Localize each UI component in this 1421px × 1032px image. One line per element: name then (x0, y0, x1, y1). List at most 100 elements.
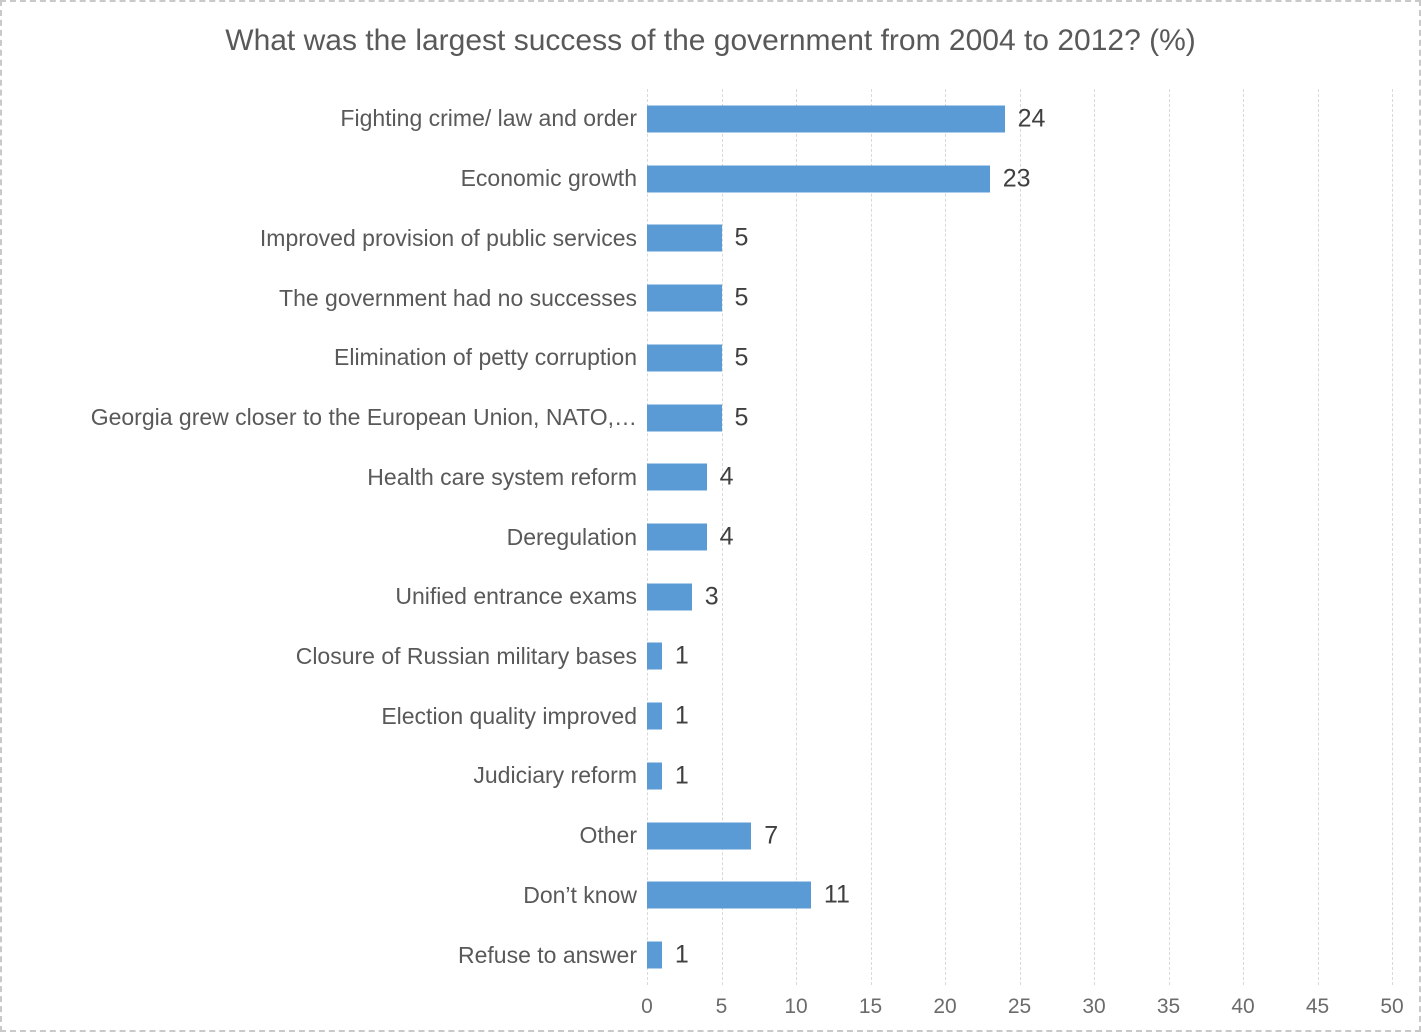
x-axis: 0 5 10 15 20 25 30 35 40 45 50 (641, 985, 1404, 1029)
bar-track: 5 (647, 268, 1392, 328)
chart-title: What was the largest success of the gove… (225, 24, 1196, 57)
category-label: Don’t know (523, 881, 637, 908)
gridline (1317, 89, 1319, 985)
category-label: The government had no successes (279, 284, 637, 311)
value-label: 3 (704, 582, 719, 611)
gridline (796, 89, 797, 985)
bar-row: Deregulation 4 (2, 507, 1392, 567)
bar (647, 284, 722, 312)
bar (647, 881, 811, 909)
value-label: 4 (719, 522, 734, 551)
x-tick-label: 40 (1231, 995, 1255, 1018)
bar (647, 224, 722, 252)
value-label: 24 (1017, 104, 1046, 133)
value-label: 7 (764, 821, 779, 850)
bar (647, 642, 662, 670)
value-label: 4 (719, 462, 734, 491)
bar-track: 7 (647, 806, 1392, 866)
category-label: Fighting crime/ law and order (340, 105, 637, 132)
value-label: 5 (734, 283, 749, 312)
bar-track: 1 (647, 686, 1392, 746)
category-label: Other (579, 822, 637, 849)
category-label: Refuse to answer (458, 941, 637, 968)
bar-row: Georgia grew closer to the European Unio… (2, 388, 1392, 448)
gridline (1019, 89, 1021, 985)
bar (647, 583, 692, 611)
category-label: Georgia grew closer to the European Unio… (90, 404, 637, 431)
bar (647, 344, 722, 372)
bar-row: Improved provision of public services 5 (2, 208, 1392, 268)
bar-track: 24 (647, 89, 1392, 149)
category-label: Improved provision of public services (259, 224, 637, 251)
bar (647, 463, 707, 491)
bar-track: 5 (647, 388, 1392, 448)
bar-track: 3 (647, 567, 1392, 627)
bar-row: Other 7 (2, 806, 1392, 866)
category-label: Judiciary reform (473, 762, 637, 789)
x-tick-label: 5 (715, 995, 728, 1018)
bar (647, 941, 662, 969)
category-label: Economic growth (460, 165, 637, 192)
bar-row: Election quality improved 1 (2, 686, 1392, 746)
bar (647, 105, 1005, 133)
bar (647, 762, 662, 790)
bar-row: Refuse to answer 1 (2, 925, 1392, 985)
category-label: Elimination of petty corruption (334, 344, 637, 371)
bar-row: Fighting crime/ law and order 24 (2, 89, 1392, 149)
x-tick-label: 15 (858, 995, 883, 1018)
category-label: Unified entrance exams (395, 583, 637, 610)
x-tick-label: 10 (784, 995, 808, 1018)
bar-row: Don’t know 11 (2, 866, 1392, 926)
gridline (1392, 89, 1393, 985)
bar-track: 1 (647, 627, 1392, 687)
bar (647, 404, 722, 432)
bar-track: 5 (647, 328, 1392, 388)
gridline (1094, 89, 1095, 985)
gridline (945, 89, 946, 985)
bar-rows: Fighting crime/ law and order 24 Economic … (2, 89, 1392, 985)
value-label: 1 (674, 641, 689, 670)
x-tick-label: 20 (933, 995, 957, 1018)
bar-track: 23 (647, 149, 1392, 209)
gridline (1168, 89, 1170, 985)
x-tick-label: 25 (1007, 995, 1032, 1018)
bar (647, 702, 662, 730)
x-tick-label: 0 (641, 995, 653, 1018)
gridline (1243, 89, 1244, 985)
bar-track: 1 (647, 925, 1392, 985)
gridline (870, 89, 872, 985)
bar-row: The government had no successes 5 (2, 268, 1392, 328)
bar-row: Unified entrance exams 3 (2, 567, 1392, 627)
category-label: Election quality improved (381, 702, 637, 729)
bar-track: 4 (647, 507, 1392, 567)
value-label: 5 (734, 403, 749, 432)
bar-track: 5 (647, 208, 1392, 268)
bar-row: Judiciary reform 1 (2, 746, 1392, 806)
value-label: 5 (734, 223, 749, 252)
category-label: Closure of Russian military bases (295, 642, 637, 669)
value-label: 1 (674, 701, 689, 730)
bar-row: Health care system reform 4 (2, 447, 1392, 507)
gridline (721, 89, 723, 985)
category-label: Health care system reform (367, 463, 637, 490)
value-label: 5 (734, 343, 749, 372)
x-tick-label: 45 (1305, 995, 1330, 1018)
bar (647, 523, 707, 551)
value-label: 1 (674, 940, 689, 969)
bar-row: Elimination of petty corruption 5 (2, 328, 1392, 388)
bar-row: Closure of Russian military bases 1 (2, 627, 1392, 687)
value-label: 1 (674, 761, 689, 790)
bar (647, 165, 990, 193)
bar-track: 11 (647, 866, 1392, 926)
bar-track: 1 (647, 746, 1392, 806)
bar-row: Economic growth 23 (2, 149, 1392, 209)
x-tick-label: 35 (1156, 995, 1181, 1018)
x-tick-label: 50 (1380, 995, 1404, 1018)
value-label: 23 (1002, 164, 1031, 193)
category-label: Deregulation (506, 523, 637, 550)
bar (647, 822, 752, 850)
x-tick-label: 30 (1082, 995, 1106, 1018)
bar-track: 4 (647, 447, 1392, 507)
value-label: 11 (823, 880, 850, 909)
